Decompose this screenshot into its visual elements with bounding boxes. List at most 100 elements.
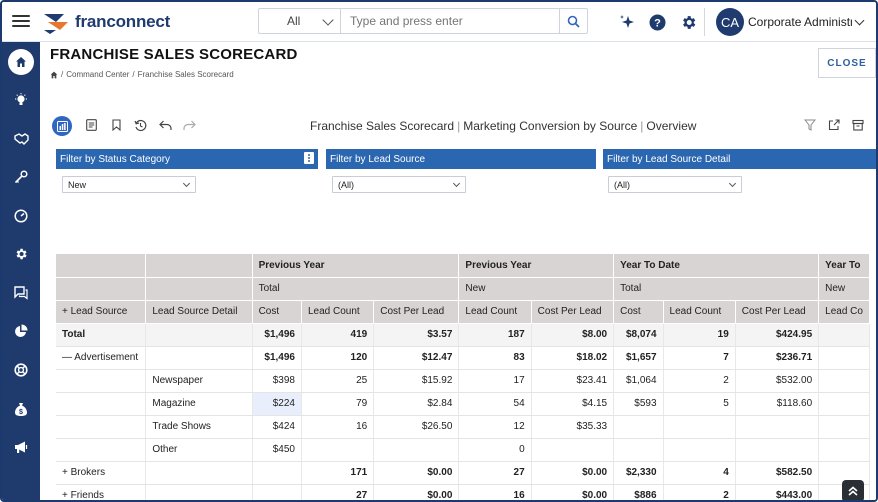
sidebar-item-dashboard[interactable] <box>2 201 40 231</box>
close-button[interactable]: CLOSE <box>818 48 876 78</box>
value-cell <box>663 438 736 462</box>
value-cell: $424.95 <box>735 323 820 347</box>
bar-chart-icon <box>56 120 68 132</box>
search-button[interactable] <box>559 9 587 33</box>
sidebar-item-access[interactable] <box>2 162 40 192</box>
help-button[interactable]: ? <box>648 13 666 31</box>
breadcrumb-item[interactable]: Command Center <box>66 70 130 79</box>
document-button[interactable] <box>84 118 98 132</box>
scorecard-table-container[interactable]: Previous Year Previous Year Year To Date… <box>56 254 870 500</box>
lifebuoy-icon <box>14 363 28 377</box>
value-cell: 7 <box>663 346 736 370</box>
filter-label: Filter by Lead Source Detail <box>607 153 731 165</box>
lead-source-detail-cell <box>145 461 253 485</box>
header-cell <box>145 254 253 278</box>
sidebar-item-admin[interactable] <box>2 239 40 269</box>
sidebar-item-ideas[interactable] <box>2 85 40 115</box>
lead-source-cell[interactable]: — Advertisement <box>56 346 147 370</box>
value-cell: 16 <box>301 415 375 439</box>
header-cell <box>56 254 147 278</box>
value-cell: $0.00 <box>531 484 615 500</box>
lead-source-cell[interactable]: + Brokers <box>56 461 147 485</box>
column-header-lead-source[interactable]: + Lead Source <box>56 300 147 324</box>
value-cell: $4.15 <box>531 392 615 416</box>
app-logo[interactable]: franconnect <box>42 8 170 36</box>
lead-source-detail-cell: Trade Shows <box>145 415 253 439</box>
sidebar-item-finance[interactable]: $ <box>2 394 40 424</box>
logo-text: franconnect <box>75 12 171 31</box>
value-cell <box>301 438 375 462</box>
export-button[interactable] <box>851 118 865 132</box>
bookmark-button[interactable] <box>109 118 123 132</box>
home-icon[interactable] <box>50 71 58 79</box>
value-cell: $35.33 <box>531 415 615 439</box>
value-cell: $23.41 <box>531 369 615 393</box>
lead-source-detail-cell <box>145 323 253 347</box>
value-cell: $398 <box>252 369 302 393</box>
select-value: (All) <box>614 179 630 190</box>
redo-button[interactable] <box>182 118 196 132</box>
column-header: Lead Count <box>301 300 375 324</box>
chevron-down-icon[interactable] <box>854 15 865 26</box>
value-cell: $1,657 <box>613 346 664 370</box>
pie-icon <box>15 324 28 337</box>
value-cell <box>818 346 870 370</box>
sidebar-item-home[interactable] <box>8 49 34 75</box>
undo-button[interactable] <box>158 118 172 132</box>
history-button[interactable] <box>133 118 147 132</box>
value-cell: $224 <box>252 392 302 416</box>
sidebar-item-partners[interactable] <box>2 123 40 153</box>
value-cell: 171 <box>301 461 375 485</box>
status-category-select[interactable]: New <box>62 176 196 193</box>
share-button[interactable] <box>827 118 841 132</box>
double-chevron-up-icon <box>848 486 858 496</box>
column-group-header: Year To Date <box>613 254 820 278</box>
view-toggle-button[interactable] <box>52 116 72 136</box>
value-cell <box>531 438 615 462</box>
sidebar-item-messages[interactable] <box>2 278 40 308</box>
header-row-columns: + Lead Source Lead Source Detail Cost Le… <box>56 300 870 324</box>
value-cell: $26.50 <box>373 415 460 439</box>
value-cell: $1,496 <box>252 323 302 347</box>
value-cell: 5 <box>663 392 736 416</box>
breadcrumb-item: Franchise Sales Scorecard <box>137 70 234 79</box>
lead-source-detail-select[interactable]: (All) <box>608 176 742 193</box>
value-cell: 19 <box>663 323 736 347</box>
column-group-header: Previous Year <box>458 254 615 278</box>
scroll-to-top-button[interactable] <box>842 480 864 500</box>
value-cell: $0.00 <box>531 461 615 485</box>
history-icon <box>133 119 146 131</box>
sidebar-item-support[interactable] <box>2 355 40 385</box>
user-name[interactable]: Corporate Administrator <box>748 15 852 29</box>
value-cell: $8.00 <box>531 323 615 347</box>
value-cell: $582.50 <box>735 461 820 485</box>
ai-sparkle-button[interactable] <box>618 13 636 31</box>
column-header: Cost <box>613 300 664 324</box>
share-icon <box>828 119 840 131</box>
chevron-down-icon <box>728 179 737 188</box>
value-cell: 2 <box>663 369 736 393</box>
sidebar-item-reports[interactable] <box>2 316 40 346</box>
value-cell: $2.84 <box>373 392 460 416</box>
lead-source-select[interactable]: (All) <box>332 176 466 193</box>
franconnect-logo-icon <box>44 14 68 34</box>
value-cell: $1,496 <box>252 346 302 370</box>
search-input[interactable] <box>341 9 559 33</box>
hamburger-menu-icon[interactable] <box>10 11 32 31</box>
column-sub-header: Total <box>613 277 820 301</box>
filter-button[interactable] <box>803 118 817 132</box>
value-cell <box>613 438 664 462</box>
value-cell: 187 <box>458 323 532 347</box>
value-cell <box>818 369 870 393</box>
value-cell: $593 <box>613 392 664 416</box>
column-group-header: Previous Year <box>252 254 460 278</box>
value-cell: 25 <box>301 369 375 393</box>
more-options-icon[interactable] <box>304 152 314 164</box>
settings-button[interactable] <box>679 13 697 31</box>
chevron-down-icon <box>452 179 461 188</box>
lead-source-cell[interactable]: + Friends <box>56 484 147 500</box>
sidebar-item-marketing[interactable] <box>2 432 40 462</box>
search-category-select[interactable]: All <box>259 9 341 33</box>
lead-source-detail-cell <box>145 346 253 370</box>
avatar[interactable]: CA <box>716 8 744 36</box>
